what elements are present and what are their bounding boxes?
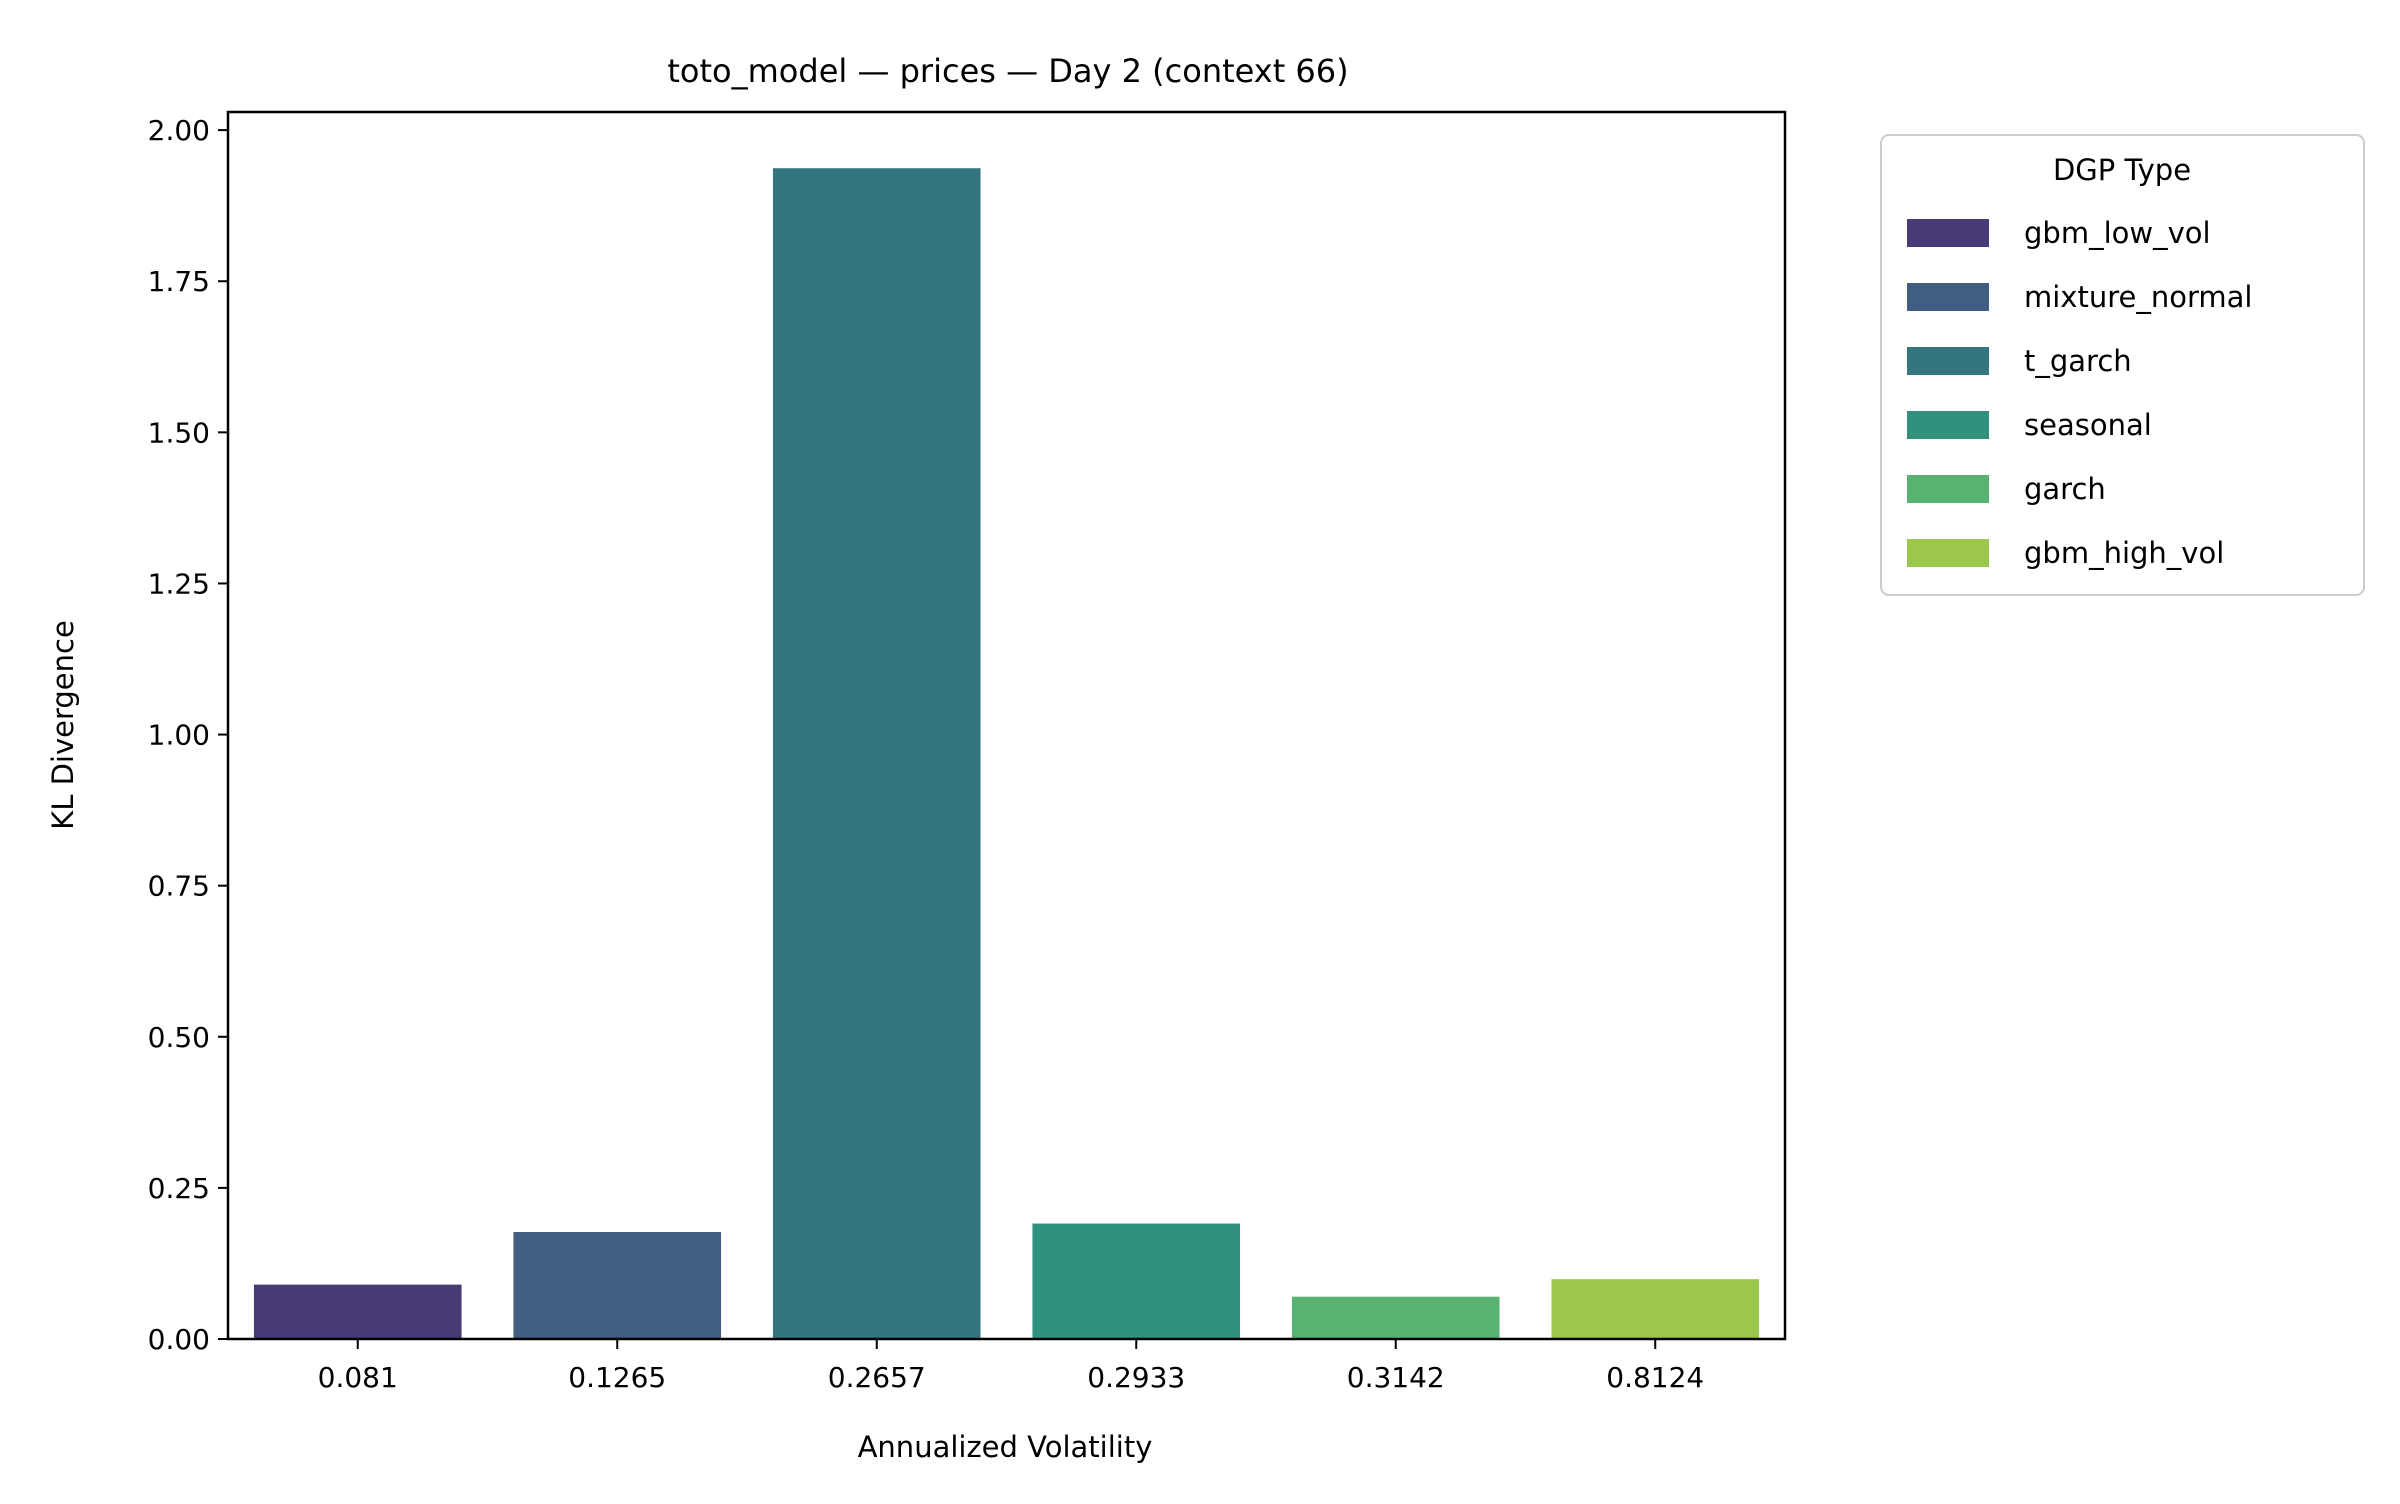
legend-items: gbm_low_vol mixture_normal t_garch seasonal… bbox=[1907, 216, 2252, 570]
y-tick-label: 1.50 bbox=[148, 416, 210, 449]
bar bbox=[1551, 1279, 1760, 1339]
x-tick-label: 0.2657 bbox=[828, 1361, 926, 1394]
chart-title: toto_model — prices — Day 2 (context 66) bbox=[667, 52, 1348, 90]
y-tick-label: 1.00 bbox=[148, 719, 210, 752]
legend-swatch bbox=[1907, 411, 1989, 439]
legend-swatch bbox=[1907, 475, 1989, 503]
y-tick-label: 0.00 bbox=[148, 1323, 210, 1356]
legend-swatch bbox=[1907, 539, 1989, 567]
bar bbox=[513, 1232, 722, 1339]
bar bbox=[772, 168, 981, 1340]
plot-frame bbox=[226, 110, 1787, 1341]
x-tick-label: 0.081 bbox=[318, 1361, 398, 1394]
bar bbox=[1032, 1223, 1241, 1339]
legend-label: t_garch bbox=[2024, 344, 2132, 378]
legend: DGP Type gbm_low_vol mixture_normal t_garc… bbox=[1880, 134, 2365, 596]
legend-frame bbox=[1880, 134, 2365, 596]
y-axis-label: KL Divergence bbox=[46, 620, 80, 830]
x-tick-label: 0.2933 bbox=[1087, 1361, 1185, 1394]
legend-label: garch bbox=[2024, 472, 2106, 506]
legend-label: seasonal bbox=[2024, 408, 2152, 442]
bar bbox=[1291, 1296, 1500, 1339]
legend-swatch bbox=[1907, 347, 1989, 375]
legend-title: DGP Type bbox=[2053, 153, 2191, 187]
bars bbox=[253, 168, 1760, 1340]
x-tick-label: 0.3142 bbox=[1347, 1361, 1445, 1394]
legend-label: gbm_low_vol bbox=[2024, 216, 2211, 250]
bar bbox=[253, 1284, 462, 1339]
y-tick-label: 0.25 bbox=[148, 1172, 210, 1205]
y-tick-label: 1.75 bbox=[148, 265, 210, 298]
x-axis: 0.081 0.1265 0.2657 0.2933 0.3142 0.8124 bbox=[318, 1339, 1704, 1394]
legend-swatch bbox=[1907, 283, 1989, 311]
y-axis: 0.00 0.25 0.50 0.75 1.00 1.25 1.50 1.75 2.00 bbox=[148, 114, 228, 1356]
y-tick-label: 2.00 bbox=[148, 114, 210, 147]
legend-label: gbm_high_vol bbox=[2024, 536, 2224, 570]
legend-label: mixture_normal bbox=[2024, 280, 2252, 314]
legend-swatch bbox=[1907, 219, 1989, 247]
y-tick-label: 1.25 bbox=[148, 567, 210, 600]
x-tick-label: 0.8124 bbox=[1606, 1361, 1704, 1394]
y-tick-label: 0.50 bbox=[148, 1021, 210, 1054]
x-axis-label: Annualized Volatility bbox=[858, 1430, 1153, 1464]
y-tick-label: 0.75 bbox=[148, 870, 210, 903]
x-tick-label: 0.1265 bbox=[568, 1361, 666, 1394]
